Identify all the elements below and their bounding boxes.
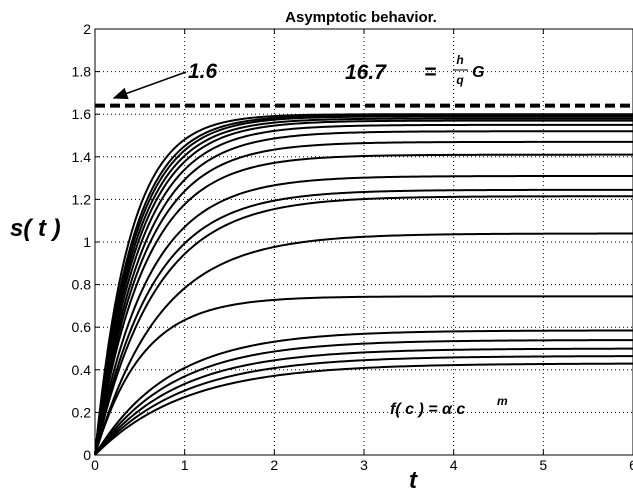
series-line (94, 329, 633, 456)
series-line (94, 355, 633, 456)
y-tick-label: 1.4 (72, 149, 92, 165)
x-tick-label: 2 (270, 457, 278, 473)
series-line (94, 113, 633, 456)
y-tick-label: 0.4 (72, 362, 92, 378)
series-line (94, 115, 633, 456)
series-line (94, 362, 633, 456)
series-line (94, 195, 633, 456)
axis-ticks: 0 1 2 3 4 5 6 0 0.2 0.4 0.6 0.8 1 1.2 1.4 1.6 1.8 2 (72, 21, 633, 473)
equals-sign: = (424, 61, 436, 84)
g-symbol: G (472, 64, 484, 81)
series-line (94, 347, 633, 456)
asymptote-value-label: 1.6 (188, 60, 218, 83)
series-line (94, 153, 633, 456)
f-formula-label: f( c ) = α c (390, 401, 465, 418)
y-tick-label: 0.2 (72, 404, 92, 420)
y-tick-label: 1.8 (72, 64, 92, 80)
x-tick-label: 0 (91, 457, 99, 473)
series-line (94, 140, 633, 456)
y-tick-label: 2 (83, 21, 91, 37)
ratio-value-label: 16.7 (345, 61, 387, 84)
y-tick-label: 0.8 (72, 277, 92, 293)
series-line (94, 130, 633, 456)
series-lines (94, 113, 633, 456)
y-tick-label: 1 (83, 234, 91, 250)
series-line (94, 232, 633, 456)
y-tick-label: 1.2 (72, 191, 92, 207)
series-line (94, 339, 633, 456)
series-line (94, 119, 633, 456)
series-line (94, 114, 633, 456)
x-axis-label: t (409, 467, 418, 494)
x-tick-label: 3 (360, 457, 368, 473)
series-line (94, 174, 633, 456)
y-axis-label: s( t ) (10, 215, 61, 242)
chart-title: Asymptotic behavior. (285, 9, 437, 26)
series-line (94, 188, 633, 456)
series-line (94, 295, 633, 456)
x-tick-label: 1 (181, 457, 189, 473)
grid-lines (95, 29, 633, 455)
x-tick-label: 6 (629, 457, 633, 473)
y-tick-label: 0 (83, 447, 91, 463)
y-tick-label: 1.6 (72, 106, 92, 122)
f-formula-exponent: m (497, 394, 508, 408)
y-tick-label: 0.6 (72, 319, 92, 335)
x-tick-label: 5 (539, 457, 547, 473)
fraction-denominator: q (456, 73, 464, 87)
fraction-numerator: h (456, 53, 463, 67)
series-line (94, 123, 633, 456)
series-line (94, 117, 633, 456)
asymptote-arrow (112, 71, 187, 100)
x-tick-label: 4 (450, 457, 458, 473)
